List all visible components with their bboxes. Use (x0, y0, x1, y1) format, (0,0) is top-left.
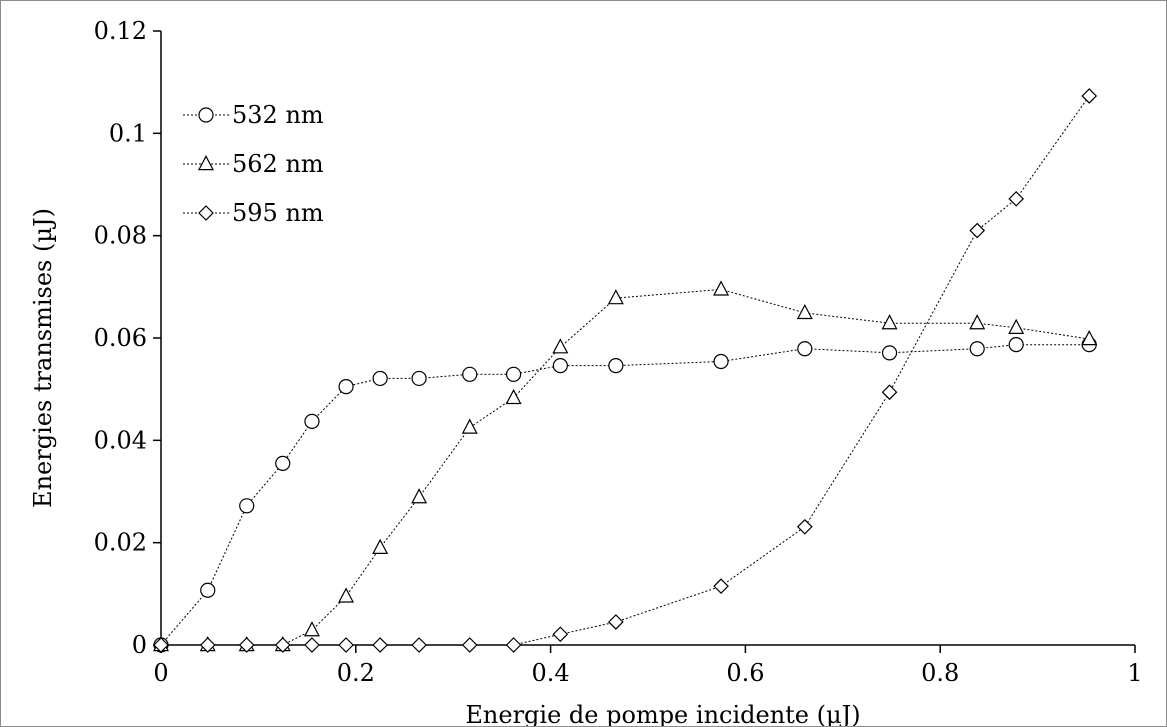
data-point-triangle (1081, 330, 1098, 346)
data-point-triangle (607, 289, 624, 305)
series-layer (153, 88, 1098, 653)
legend-entry: 595 nm (183, 199, 324, 227)
data-point-diamond (461, 637, 478, 653)
x-tick-label: 0.6 (726, 659, 764, 687)
legend-label: 532 nm (232, 101, 324, 129)
data-point-circle (372, 370, 388, 387)
data-point-circle (198, 107, 214, 123)
data-point-triangle (713, 280, 730, 296)
series-line (161, 288, 1090, 646)
y-tick-label: 0.12 (94, 17, 147, 45)
x-tick-label: 0 (153, 659, 168, 687)
data-point-triangle (372, 538, 389, 554)
data-point-circle (608, 358, 624, 374)
data-point-circle (881, 345, 898, 361)
data-point-triangle (969, 314, 986, 330)
data-point-triangle (411, 488, 428, 504)
data-point-triangle (198, 155, 214, 171)
data-point-diamond (372, 637, 388, 653)
data-point-circle (304, 413, 320, 430)
data-point-circle (462, 366, 478, 382)
data-point-triangle (881, 314, 898, 330)
data-point-diamond (552, 626, 569, 643)
data-point-diamond (274, 637, 291, 653)
x-tick-label: 0.4 (532, 659, 570, 687)
data-point-circle (275, 455, 291, 471)
series-circle (153, 337, 1097, 653)
y-tick-label: 0.04 (94, 426, 147, 454)
legend-label: 595 nm (232, 199, 324, 227)
data-point-diamond (713, 578, 729, 595)
data-point-circle (797, 341, 813, 357)
legend-label: 562 nm (232, 150, 324, 178)
data-point-diamond (304, 637, 320, 653)
data-point-diamond (881, 384, 898, 401)
data-point-diamond (153, 637, 169, 653)
data-point-diamond (238, 637, 255, 653)
data-point-diamond (338, 637, 354, 653)
data-point-triangle (461, 418, 478, 434)
y-tick-label: 0.1 (109, 119, 147, 147)
data-point-diamond (796, 518, 813, 535)
legend-entry: 562 nm (183, 150, 324, 178)
data-point-circle (1008, 337, 1024, 353)
series-line (160, 344, 1090, 646)
data-point-diamond (1081, 88, 1098, 104)
axes: 0 0.02 0.04 0.06 0.08 0.1 0.12 0 0.2 0.4 0.6 0.8 1 (94, 17, 1143, 687)
y-tick-label: 0.06 (94, 324, 147, 352)
data-point-triangle (338, 587, 355, 603)
data-point-circle (200, 582, 216, 598)
data-point-diamond (198, 205, 214, 221)
data-point-circle (239, 498, 255, 514)
y-tick-label: 0.02 (94, 529, 147, 557)
data-point-triangle (1008, 318, 1025, 334)
data-point-diamond (505, 637, 522, 653)
data-point-triangle (505, 388, 522, 405)
series-diamond (153, 88, 1098, 653)
y-tick-label: 0 (132, 631, 147, 659)
legend-entry: 532 nm (183, 101, 324, 129)
x-axis-label: Energie de pompe incidente (µJ) (465, 701, 860, 726)
x-tick-label: 1 (1127, 659, 1142, 687)
data-point-circle (411, 370, 427, 387)
y-axis-label: Energies transmises (µJ) (29, 208, 57, 508)
y-tick-label: 0.08 (94, 222, 147, 250)
series-line (161, 95, 1090, 646)
data-point-triangle (796, 303, 813, 320)
series-triangle (153, 280, 1098, 652)
data-point-diamond (199, 637, 216, 653)
data-point-diamond (411, 637, 427, 653)
x-tick-label: 0.2 (337, 659, 375, 687)
data-point-circle (338, 379, 354, 395)
data-point-triangle (552, 338, 569, 354)
data-point-diamond (969, 222, 986, 239)
x-tick-label: 0.8 (921, 659, 959, 687)
data-point-triangle (303, 621, 320, 637)
data-point-circle (713, 353, 729, 370)
data-point-diamond (1008, 190, 1025, 207)
data-point-circle (969, 341, 985, 357)
data-point-diamond (608, 614, 624, 630)
legend: 532 nm 562 nm 595 nm (183, 101, 324, 227)
data-point-circle (552, 358, 568, 374)
data-point-circle (505, 366, 522, 382)
